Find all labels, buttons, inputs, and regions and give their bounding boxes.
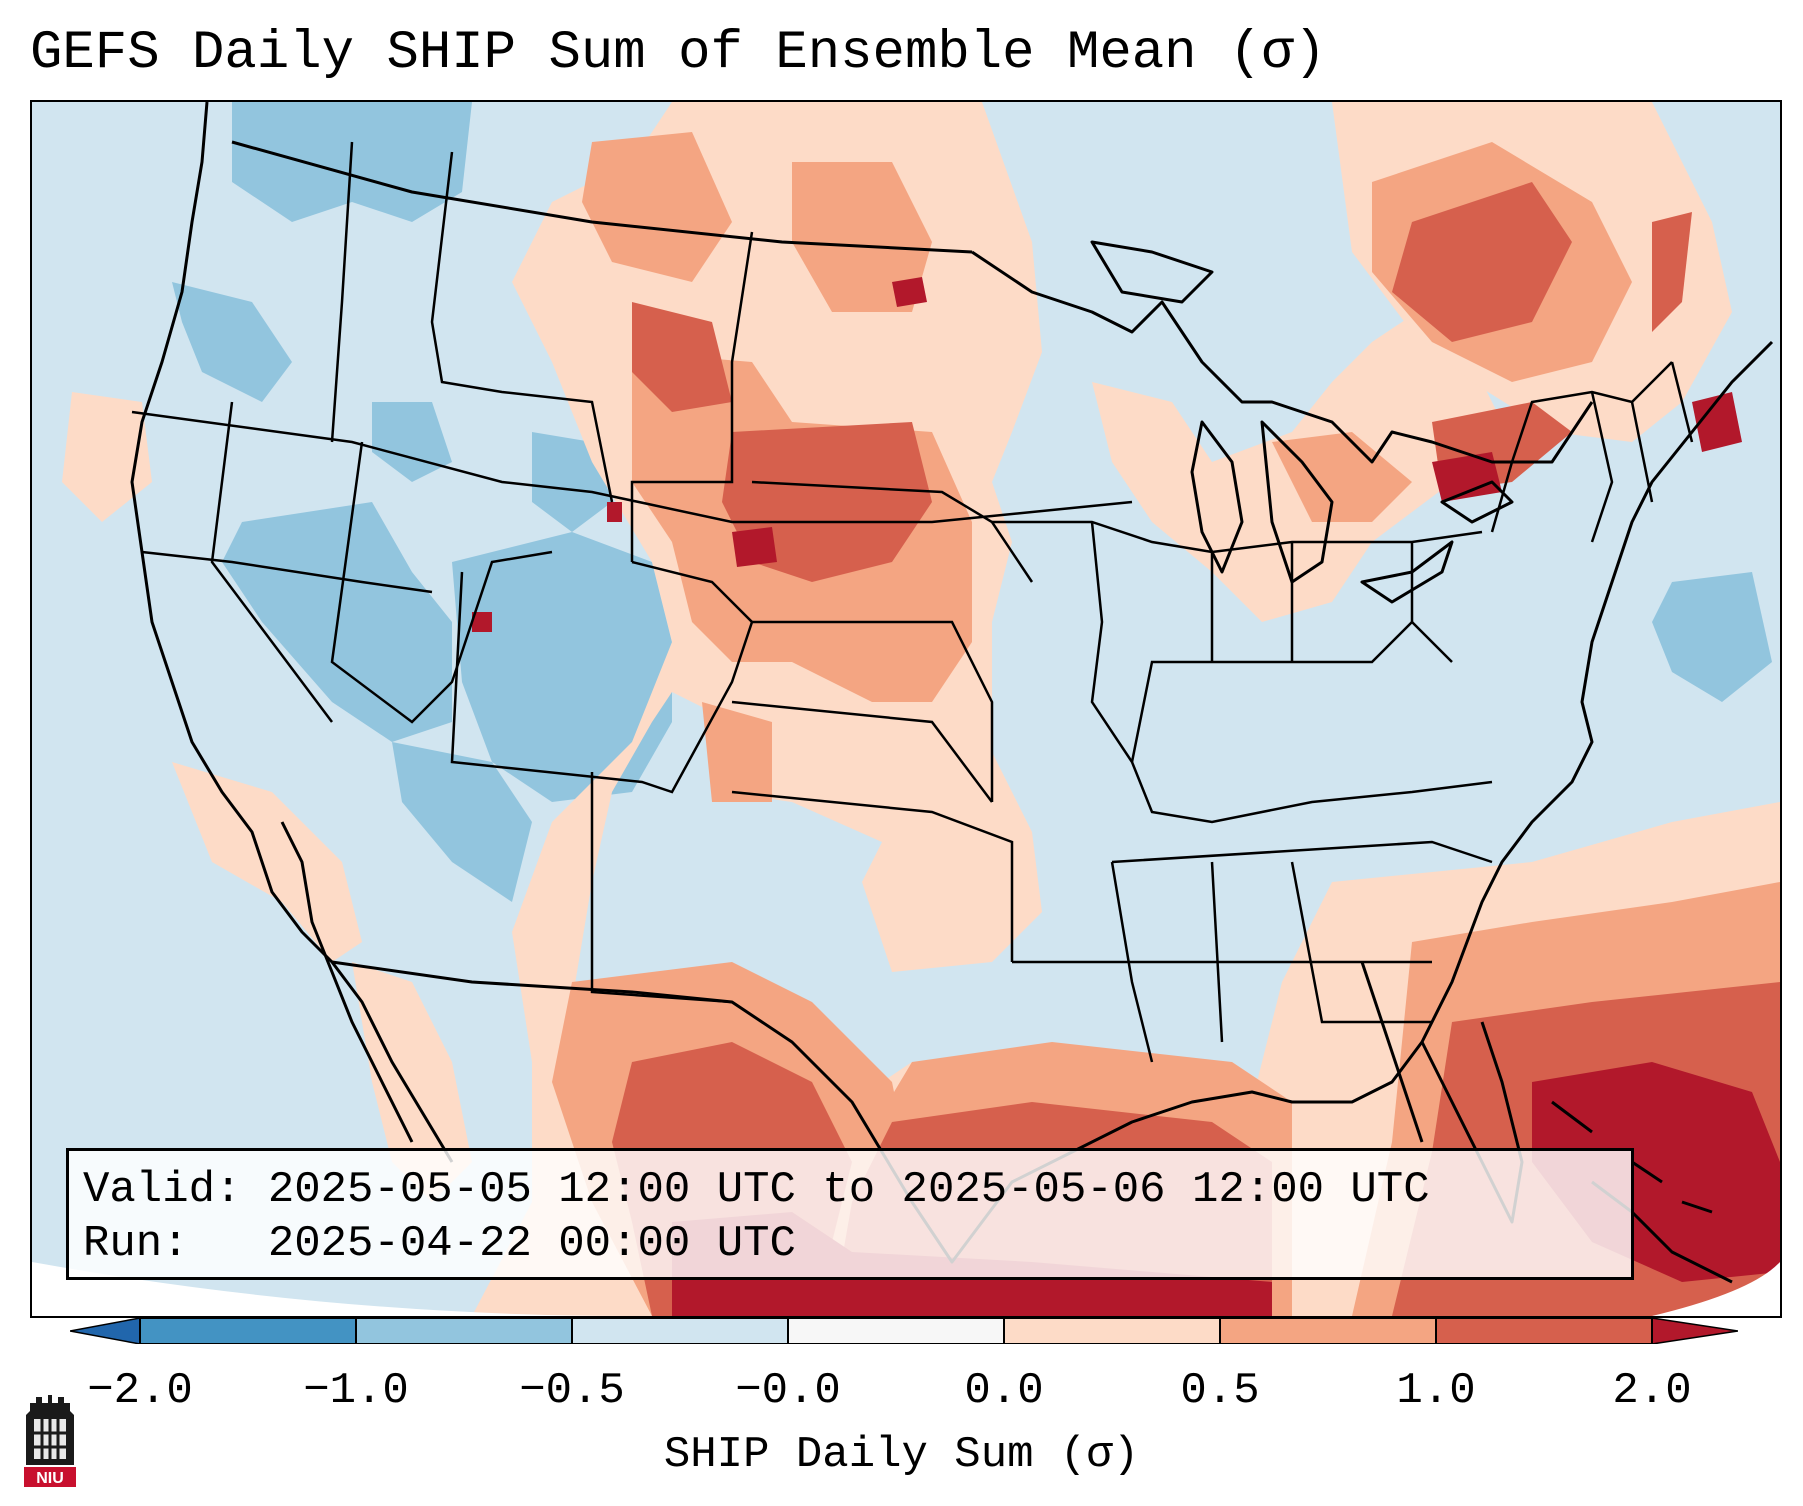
colorbar-extend-low — [70, 1318, 141, 1344]
colorbar-segment — [1220, 1318, 1436, 1344]
colorbar-segment — [1004, 1318, 1220, 1344]
niu-logo: NIU — [24, 1395, 76, 1487]
colorbar-tick-label: 1.0 — [1396, 1366, 1476, 1416]
colorbar-tick-label: −0.5 — [519, 1366, 625, 1416]
colorbar-label: SHIP Daily Sum (σ) — [663, 1430, 1140, 1480]
validity-info-box: Valid: 2025-05-05 12:00 UTC to 2025-05-0… — [66, 1148, 1634, 1280]
colorbar — [70, 1318, 1738, 1344]
run-time-text: Run: 2025-04-22 00:00 UTC — [83, 1219, 796, 1269]
colorbar-extend-high — [1651, 1318, 1738, 1344]
colorbar-tick-label: −0.0 — [735, 1366, 841, 1416]
colorbar-segment — [1436, 1318, 1652, 1344]
colorbar-tick-label: −2.0 — [87, 1366, 193, 1416]
colorbar-tick-label: 2.0 — [1612, 1366, 1692, 1416]
anomaly-field — [32, 102, 1780, 1316]
colorbar-segment — [572, 1318, 788, 1344]
state-boundaries — [131, 141, 1694, 1063]
logo-text: NIU — [36, 1470, 64, 1487]
colorbar-segment — [140, 1318, 356, 1344]
map-panel — [30, 100, 1782, 1318]
colorbar-tick-label: −1.0 — [303, 1366, 409, 1416]
colorbar-segment — [356, 1318, 572, 1344]
map-title: GEFS Daily SHIP Sum of Ensemble Mean (σ) — [30, 23, 1327, 84]
geographic-boundaries — [130, 102, 1774, 1284]
domain-edge — [32, 1262, 632, 1316]
colorbar-segment — [788, 1318, 1004, 1344]
colorbar-tick-label: 0.0 — [964, 1366, 1044, 1416]
valid-time-text: Valid: 2025-05-05 12:00 UTC to 2025-05-0… — [83, 1165, 1430, 1215]
colorbar-tick-label: 0.5 — [1180, 1366, 1260, 1416]
